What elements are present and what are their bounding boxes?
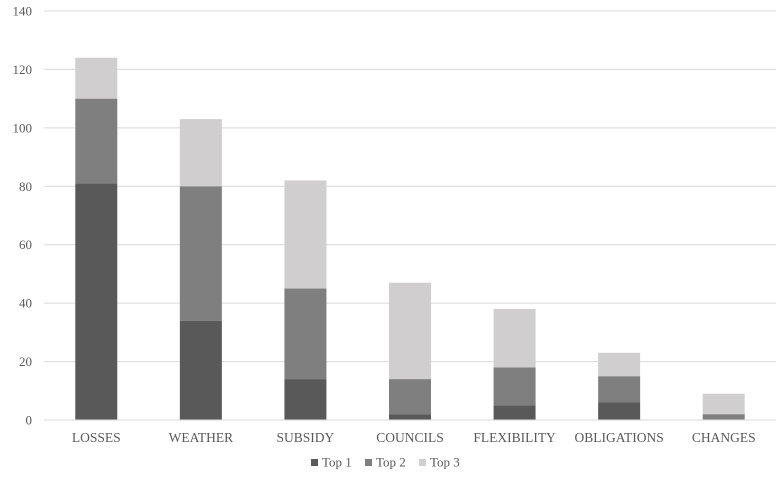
y-tick-label: 120 [13, 62, 33, 77]
y-tick-label: 80 [19, 179, 32, 194]
bar-segment-changes-top-2 [702, 414, 745, 420]
bar-segment-flexibility-top-2 [493, 367, 536, 406]
bar-segment-weather-top-1 [179, 320, 222, 420]
bar-segment-obligations-top-1 [598, 402, 641, 420]
bar-segment-councils-top-1 [389, 414, 431, 420]
legend-swatch [419, 459, 426, 466]
y-tick-label: 100 [13, 120, 33, 135]
bar-segment-losses-top-3 [75, 57, 118, 99]
legend-label: Top 3 [430, 455, 460, 470]
x-category-label: FLEXIBILITY [473, 430, 556, 445]
x-category-label: CHANGES [692, 430, 756, 445]
bar-segment-changes-top-3 [702, 393, 745, 415]
y-tick-label: 0 [26, 413, 33, 428]
bar-segment-weather-top-2 [179, 186, 222, 321]
x-axis-categories: LOSSES WEATHER SUBSIDY COUNCILS FLEXIBILITY O… [72, 430, 756, 445]
legend-swatch [311, 459, 318, 466]
bar-segment-losses-top-2 [75, 98, 118, 184]
bar-segment-councils-top-3 [389, 282, 431, 380]
y-tick-label: 60 [19, 237, 32, 252]
bar-segment-subsidy-top-1 [284, 379, 327, 420]
x-category-label: OBLIGATIONS [575, 430, 664, 445]
bar-segment-flexibility-top-1 [493, 405, 536, 420]
x-category-label: SUBSIDY [277, 430, 335, 445]
bar-segment-flexibility-top-3 [493, 308, 536, 368]
y-axis-ticks: 0 20 40 60 80 100 120 140 [13, 4, 33, 428]
x-category-label: LOSSES [72, 430, 121, 445]
legend-label: Top 1 [322, 455, 352, 470]
bar-segment-obligations-top-3 [598, 352, 641, 377]
x-category-label: WEATHER [169, 430, 234, 445]
x-category-label: COUNCILS [376, 430, 444, 445]
bar-segment-obligations-top-2 [598, 376, 641, 403]
legend-swatch [365, 459, 372, 466]
bars [75, 57, 745, 420]
y-tick-label: 40 [19, 296, 32, 311]
legend-label: Top 2 [376, 455, 406, 470]
legend: Top 1 Top 2 Top 3 [311, 455, 460, 470]
y-tick-label: 20 [19, 354, 32, 369]
bar-segment-subsidy-top-2 [284, 288, 327, 380]
bar-segment-councils-top-2 [389, 379, 431, 415]
gridlines [44, 10, 776, 363]
bar-segment-weather-top-3 [179, 119, 222, 187]
bar-segment-subsidy-top-3 [284, 180, 327, 289]
y-tick-label: 140 [13, 4, 33, 19]
bar-segment-losses-top-1 [75, 183, 118, 420]
